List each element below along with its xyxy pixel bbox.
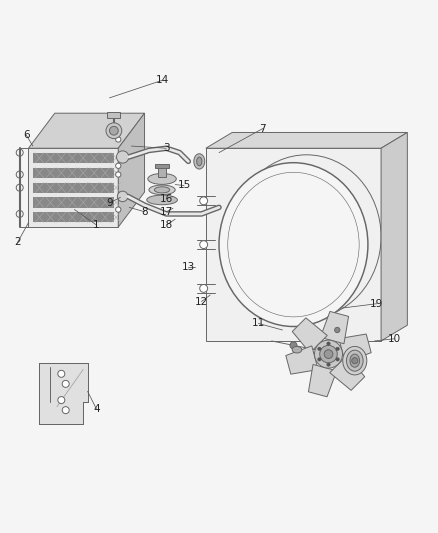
Circle shape [336,358,339,361]
Text: 19: 19 [370,298,383,309]
Circle shape [58,397,65,403]
Polygon shape [308,365,337,397]
Ellipse shape [346,350,363,371]
Ellipse shape [343,346,367,375]
Ellipse shape [219,163,368,327]
Circle shape [200,197,208,205]
Ellipse shape [197,157,202,166]
Circle shape [327,342,330,345]
Circle shape [335,327,340,333]
Polygon shape [118,113,145,227]
Ellipse shape [292,346,302,353]
Polygon shape [39,363,88,424]
Circle shape [290,342,297,349]
Polygon shape [286,346,318,374]
Text: 11: 11 [252,318,265,328]
Circle shape [117,151,129,163]
Circle shape [116,137,121,142]
Text: 9: 9 [106,198,113,208]
Circle shape [336,347,339,351]
Bar [33,168,114,178]
Text: 16: 16 [160,193,173,204]
Text: 4: 4 [93,404,100,414]
Circle shape [318,347,321,351]
Text: 18: 18 [160,220,173,230]
Circle shape [62,381,69,387]
Text: 13: 13 [182,262,195,271]
Bar [33,212,114,222]
Text: 2: 2 [14,237,21,247]
Circle shape [200,241,208,248]
Bar [33,197,114,208]
Polygon shape [28,113,145,148]
Polygon shape [28,148,118,227]
Bar [107,112,120,118]
Circle shape [106,123,122,139]
Ellipse shape [194,154,205,169]
Polygon shape [330,356,365,390]
Polygon shape [320,311,349,344]
Text: 6: 6 [23,130,30,140]
Bar [33,182,114,193]
Bar [155,165,169,168]
Polygon shape [206,148,381,341]
Text: 10: 10 [388,334,401,344]
Circle shape [116,172,121,177]
Text: 12: 12 [195,296,208,306]
Polygon shape [206,133,407,148]
Circle shape [324,350,333,359]
Ellipse shape [350,354,360,367]
Text: 1: 1 [93,220,100,230]
Circle shape [116,207,121,212]
Ellipse shape [148,173,176,184]
Text: 15: 15 [177,181,191,190]
Circle shape [200,285,208,292]
Text: 3: 3 [163,143,170,154]
Polygon shape [292,318,327,353]
Polygon shape [339,334,371,362]
Text: 8: 8 [141,207,148,217]
Circle shape [318,358,321,361]
Circle shape [58,370,65,377]
Circle shape [117,191,128,201]
Ellipse shape [147,195,177,205]
Circle shape [327,363,330,366]
Ellipse shape [154,187,170,193]
Circle shape [352,358,358,364]
Circle shape [320,345,337,363]
Circle shape [62,407,69,414]
Circle shape [116,163,121,168]
Circle shape [110,126,118,135]
Text: 14: 14 [155,75,169,85]
Text: 7: 7 [259,124,266,134]
Text: 17: 17 [160,207,173,217]
Polygon shape [381,133,407,341]
Circle shape [314,340,343,368]
Bar [33,153,114,163]
Bar [158,166,166,177]
Ellipse shape [149,185,175,195]
